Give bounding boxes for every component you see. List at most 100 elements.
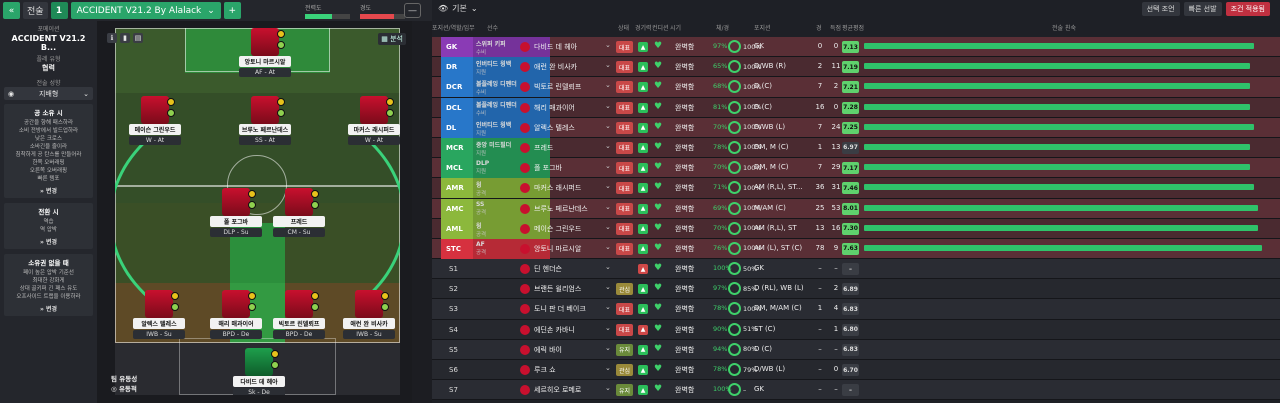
analysis-button[interactable]: ▦ 분석 [378,33,406,45]
pitch-player-card[interactable]: 다비드 데 헤아 Sk - De [233,348,285,395]
pitch-player-card[interactable]: 폴 포그바 DLP - Su [210,188,262,237]
player-role[interactable]: W - At [348,136,400,145]
pitch-player-card[interactable]: 해리 매과이어 BPD - De [210,290,262,339]
chevron-down-icon[interactable]: ⌄ [605,323,611,332]
chevron-down-icon[interactable]: ⌄ [605,242,611,251]
sub-slot-code[interactable]: S1 [449,265,458,274]
player-role[interactable]: CM - Su [273,228,325,237]
table-row[interactable]: S3 도니 판 더 베이크 ⌄ 대표 ▲ ♥ 완벽함 78% 100% DM, M/AM (C) 1… [432,299,1280,320]
col-familiarity[interactable]: 전술 친숙 [1052,25,1076,32]
pitch-player-card[interactable]: 프레드 CM - Su [273,188,325,237]
player-role[interactable]: IWB - Su [133,330,185,339]
role-cell[interactable]: DLP 지원 [473,158,550,179]
view-selector[interactable]: 👁 기본 ⌄ [432,0,1280,16]
player-name[interactable]: 애런 완 비사카 [534,63,578,72]
player-role[interactable]: BPD - De [273,330,325,339]
table-row[interactable]: S4 에딘손 카바니 ⌄ 대표 ▲ ♥ 완벽함 90% 51% ST (C) – 1 6.80 [432,319,1280,340]
player-name[interactable]: 빅토르 린델뢰프 [534,83,582,92]
pitch-player-card[interactable]: 메이슨 그린우드 W - At [129,96,181,145]
table-row[interactable]: AMR 윙 공격 마커스 래시퍼드 ⌄ 대표 ▲ ♥ 완벽함 71% 100% AM (R,L), S… [432,178,1280,199]
player-role[interactable]: BPD - De [210,330,262,339]
table-row[interactable]: DR 인버티드 윙백 지원 애런 완 비사카 ⌄ 대표 ▲ ♥ 완벽함 65% 100% D/WB (… [432,57,1280,78]
position-code[interactable]: STC [441,238,473,259]
table-row[interactable]: S1 딘 헨더슨 ⌄ ▲ ♥ 완벽함 100% 50% GK – – – [432,259,1280,280]
player-name[interactable]: 딘 헨더슨 [534,265,562,274]
role-cell[interactable]: SS 공격 [473,198,550,219]
chevron-down-icon[interactable]: ⌄ [605,364,611,372]
position-code[interactable]: MCR [441,137,473,158]
col-status[interactable]: 상태 [618,25,630,32]
position-code[interactable]: GK [441,37,473,57]
sub-slot-code[interactable]: S4 [449,325,458,334]
position-code[interactable]: AML [441,218,473,239]
player-name[interactable]: 브랜든 윌리엄스 [534,285,582,294]
sub-slot-code[interactable]: S3 [449,305,458,314]
col-positions[interactable]: 포지션 [754,25,771,32]
player-name[interactable]: 앙토니 마르시알 [534,244,582,253]
col-form[interactable]: 경기력 [635,25,652,32]
tactic-slot-number[interactable]: 1 [50,2,68,19]
col-condition[interactable]: 컨디션 [652,25,669,32]
chevron-down-icon[interactable]: ⌄ [605,101,611,110]
position-code[interactable]: AMC [441,198,473,219]
table-row[interactable]: S2 브랜든 윌리엄스 ⌄ 관심 ▲ ♥ 완벽함 97% 85% D (RL), WB (L) – 2… [432,279,1280,300]
add-tactic-button[interactable]: + [223,2,241,19]
player-name[interactable]: 마커스 래시퍼드 [534,184,582,193]
position-code[interactable]: DL [441,117,473,138]
tactics-menu-button[interactable]: 전술 [23,2,48,19]
chevron-down-icon[interactable]: ⌄ [605,283,611,292]
player-role[interactable]: IWB - Su [343,330,395,339]
player-name[interactable]: 메이슨 그린우드 [534,224,582,233]
table-row[interactable]: DL 인버티드 윙백 지원 알렉스 텔레스 ⌄ 대표 ▲ ♥ 완벽함 70% 100% D/WB (L… [432,117,1280,138]
player-name[interactable]: 다비드 데 헤아 [534,43,578,51]
table-row[interactable]: GK 스위퍼 키퍼 수비 다비드 데 헤아 ⌄ 대표 ▲ ♥ 완벽함 97% 100% GK 0 0 7.1… [432,37,1280,58]
table-row[interactable]: S7 세르히오 로메로 ⌄ 유지 ▲ ♥ 완벽함 100% – GK – – – [432,380,1280,401]
role-cell[interactable]: 스위퍼 키퍼 수비 [473,37,550,57]
back-button[interactable]: « [3,2,20,19]
chevron-down-icon[interactable]: ⌄ [605,141,611,150]
role-cell[interactable]: 볼플레잉 디펜더 수비 [473,97,550,118]
role-cell[interactable]: 윙 공격 [473,178,550,199]
transition-edit-button[interactable]: » 변경 [39,239,57,246]
role-cell[interactable]: AF 공격 [473,238,550,259]
col-period[interactable]: 시기 [670,25,682,32]
stats-icon[interactable]: ▤ [133,33,143,43]
chart-icon[interactable]: ▮ [120,33,130,43]
filter-applied-button[interactable]: 조건 적용됨 [1225,2,1270,16]
pitch-player-card[interactable]: 브루노 페르난데스 SS - At [239,96,291,145]
col-goals[interactable]: 득점 [830,25,842,32]
mentality-select[interactable]: ◉ 지배형 ⌄ [4,87,93,100]
out-possession-edit-button[interactable]: » 변경 [39,306,57,313]
sub-slot-code[interactable]: S5 [449,345,458,354]
col-fitness[interactable]: 체/경 [716,25,730,32]
position-code[interactable]: DR [441,57,473,78]
chevron-down-icon[interactable]: ⌄ [605,61,611,70]
table-row[interactable]: DCR 볼플레잉 디펜더 수비 빅토르 린델뢰프 ⌄ 대표 ▲ ♥ 완벽함 68% 100% D (C… [432,77,1280,98]
table-row[interactable]: STC AF 공격 앙토니 마르시알 ⌄ 대표 ▲ ♥ 완벽함 76% 100% AM (L), ST… [432,238,1280,260]
player-role[interactable]: DLP - Su [210,228,262,237]
sub-slot-code[interactable]: S2 [449,285,458,294]
player-role[interactable]: Sk - De [233,388,285,395]
player-name[interactable]: 해리 매과이어 [534,103,575,112]
player-name[interactable]: 루크 쇼 [534,366,556,374]
tactic-name-dropdown[interactable]: ACCIDENT V21.2 By Alalack ⌄ [70,2,221,19]
player-name[interactable]: 도니 판 더 베이크 [534,305,586,314]
player-role[interactable]: AF - At [239,68,291,77]
sub-slot-code[interactable]: S6 [449,366,458,374]
table-row[interactable]: AMC SS 공격 브루노 페르난데스 ⌄ 대표 ▲ ♥ 완벽함 69% 100% M/AM (C) 2… [432,198,1280,219]
chevron-down-icon[interactable]: ⌄ [605,343,611,352]
position-code[interactable]: DCL [441,97,473,118]
table-row[interactable]: DCL 볼플레잉 디펜더 수비 해리 매과이어 ⌄ 대표 ▲ ♥ 완벽함 81% 100% D (C)… [432,97,1280,118]
table-row[interactable]: S5 에릭 바이 ⌄ 유지 ▲ ♥ 완벽함 94% 80% D (C) – –6.83 [432,339,1280,360]
table-row[interactable]: MCR 중앙 미드필더 지원 프레드 ⌄ 대표 ▲ ♥ 완벽함 78% 100% DM, M (C) 1… [432,137,1280,159]
in-possession-edit-button[interactable]: » 변경 [39,188,57,195]
pitch-player-card[interactable]: 마커스 래시퍼드 W - At [348,96,400,145]
pitch-player-card[interactable]: 애런 완 비사카 IWB - Su [343,290,395,339]
player-name[interactable]: 프레드 [534,143,554,152]
pitch-player-card[interactable]: 빅토르 린델뢰프 BPD - De [273,290,325,339]
table-row[interactable]: S6 루크 쇼 ⌄ 관심 ▲ ♥ 완벽함 78% 79% D/WB (L) – 0 6.70 [432,360,1280,381]
chevron-down-icon[interactable]: ⌄ [605,162,611,171]
role-cell[interactable]: 인버티드 윙백 지원 [473,57,550,78]
role-cell[interactable]: 인버티드 윙백 지원 [473,117,550,138]
quick-pick-button[interactable]: 빠른 선발 [1183,2,1222,16]
